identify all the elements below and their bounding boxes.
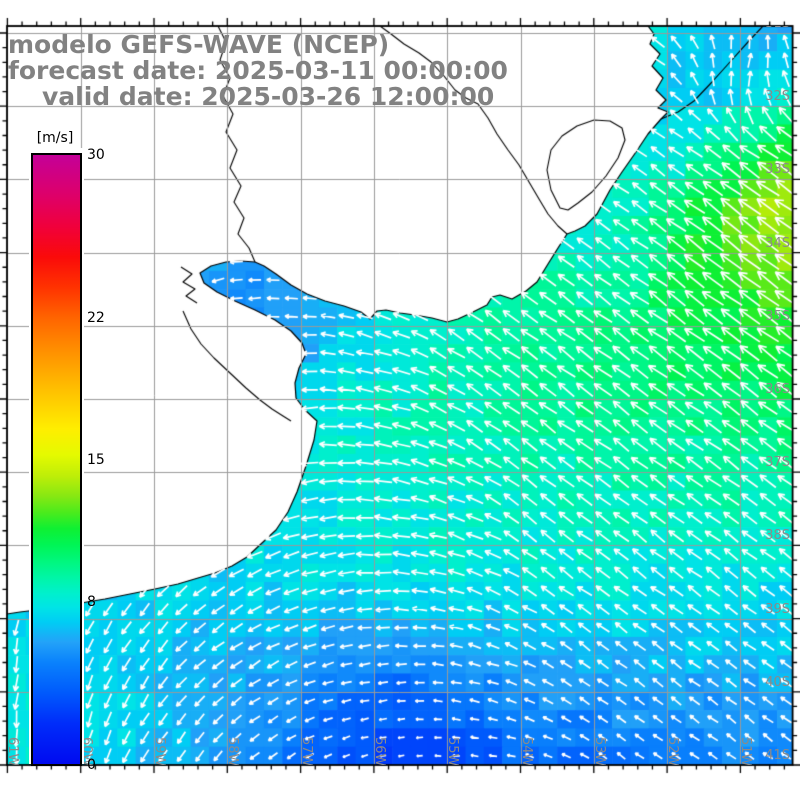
colorbar-tick-15: 15 bbox=[87, 452, 105, 468]
colorbar-unit-label: [m/s] bbox=[36, 130, 74, 146]
colorbar-tick-8: 8 bbox=[87, 594, 96, 611]
colorbar-tick-30: 30 bbox=[87, 147, 105, 163]
colorbar-gradient bbox=[31, 153, 82, 766]
colorbar-tick-22: 22 bbox=[87, 309, 105, 326]
colorbar-tick-0: 0 bbox=[87, 757, 96, 773]
